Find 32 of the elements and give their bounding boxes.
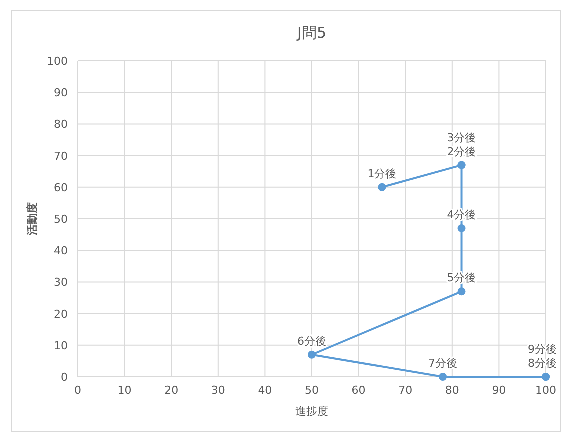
x-tick-label: 0 xyxy=(74,384,82,397)
y-tick-label: 20 xyxy=(54,308,68,321)
y-tick-label: 100 xyxy=(47,55,68,68)
x-tick-label: 90 xyxy=(492,384,506,397)
y-tick-label: 80 xyxy=(54,118,68,132)
x-tick-label: 100 xyxy=(536,384,556,397)
x-tick-label: 50 xyxy=(305,384,319,397)
annotation: 8分後 xyxy=(528,357,557,370)
y-tick-label: 70 xyxy=(54,150,68,163)
x-tick-label: 70 xyxy=(398,384,413,397)
y-tick-label: 50 xyxy=(54,213,68,226)
annotation: 9分後 xyxy=(528,343,557,356)
chart-title: J問5 xyxy=(296,24,326,42)
y-tick-label: 60 xyxy=(54,181,68,194)
x-tick-label: 10 xyxy=(118,384,132,397)
x-tick-label: 60 xyxy=(352,384,366,397)
annotation: 2分後 xyxy=(447,145,476,158)
x-tick-label: 30 xyxy=(211,384,226,397)
annotation: 7分後 xyxy=(428,357,458,370)
y-tick-label: 90 xyxy=(54,86,68,100)
y-axis-title: 活動度 xyxy=(26,202,39,236)
annotation: 3分後 xyxy=(447,131,476,144)
x-tick-label: 20 xyxy=(164,384,179,397)
annotation: 6分後 xyxy=(298,334,326,348)
y-tick-label: 30 xyxy=(54,276,68,290)
x-axis-title: 進捗度 xyxy=(296,405,328,418)
y-tick-label: 10 xyxy=(54,339,68,352)
y-tick-label: 0 xyxy=(61,371,68,384)
x-tick-label: 40 xyxy=(258,384,272,397)
x-tick-label: 80 xyxy=(445,384,460,397)
y-tick-label: 40 xyxy=(54,244,68,258)
annotation: 1分後 xyxy=(368,167,397,180)
